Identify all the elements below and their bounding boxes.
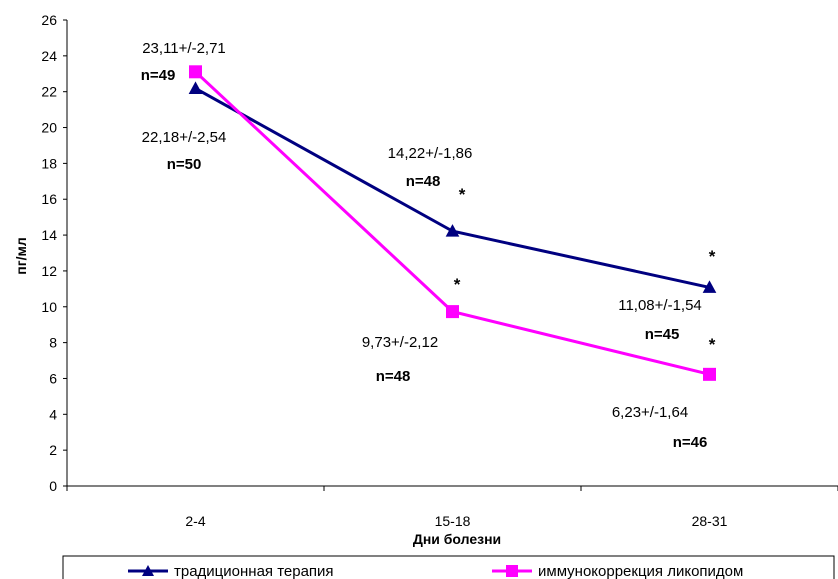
y-tick-label: 4 [49, 406, 57, 422]
y-tick-label: 18 [41, 155, 57, 171]
y-tick-label: 2 [49, 442, 57, 458]
data-label-value: 11,08+/-1,54 [618, 297, 702, 314]
data-point-square [189, 65, 202, 79]
legend-marker-square [506, 565, 518, 577]
data-label-value: 9,73+/-2,12 [362, 334, 438, 351]
axes [66, 20, 838, 487]
series-2 [189, 65, 716, 381]
y-tick-label: 8 [49, 335, 57, 351]
data-label-value: 23,11+/-2,71 [142, 40, 226, 57]
legend: традиционная терапия иммунокоррекция лико… [62, 555, 835, 579]
x-tick-label: 2-4 [185, 513, 205, 529]
y-tick-label: 24 [41, 48, 57, 64]
series-line [194, 70, 710, 376]
significance-marker: * [709, 247, 716, 266]
data-label-n: n=48 [376, 368, 411, 385]
y-tick-label: 16 [41, 191, 57, 207]
legend-label: иммунокоррекция ликопидом [538, 563, 743, 579]
significance-marker: * [459, 185, 466, 204]
data-point-square [446, 305, 459, 319]
x-axis-ticks: 2-4 15-18 28-31 [66, 486, 838, 529]
y-tick-label: 20 [41, 120, 57, 136]
series-1 [188, 81, 717, 293]
data-point-triangle [702, 280, 717, 293]
significance-marker: * [454, 275, 461, 294]
y-tick-label: 0 [49, 478, 57, 494]
x-axis-title: Дни болезни [413, 531, 501, 547]
legend-item-2: иммунокоррекция ликопидом [492, 563, 743, 579]
series-line [194, 87, 710, 289]
legend-item-1: традиционная терапия [128, 563, 334, 579]
data-point-square [703, 367, 716, 381]
data-label-n: n=49 [141, 67, 176, 84]
data-annotations: 22,18+/-2,54 n=50 14,22+/-1,86 n=48 * 11,08+/… [141, 40, 716, 451]
legend-marker-triangle [142, 565, 154, 576]
y-axis-title: пг/мл [13, 237, 29, 274]
data-label-value: 14,22+/-1,86 [388, 145, 473, 162]
data-label-n: n=45 [645, 326, 680, 343]
data-point-triangle [188, 81, 203, 94]
data-label-value: 22,18+/-2,54 [142, 129, 227, 146]
y-tick-label: 26 [41, 12, 57, 28]
y-tick-label: 10 [41, 299, 57, 315]
y-tick-label: 6 [49, 370, 57, 386]
data-label-n: n=48 [406, 173, 441, 190]
data-label-value: 6,23+/-1,64 [612, 404, 688, 421]
data-label-n: n=46 [673, 434, 708, 451]
x-tick-label: 28-31 [692, 513, 728, 529]
data-point-triangle [445, 224, 460, 237]
data-label-n: n=50 [167, 156, 202, 173]
series-lines [188, 65, 717, 381]
y-tick-label: 22 [41, 84, 57, 100]
legend-box [62, 555, 835, 579]
y-tick-label: 14 [41, 227, 57, 243]
y-tick-label: 12 [41, 263, 57, 279]
significance-marker: * [709, 335, 716, 354]
x-tick-label: 15-18 [435, 513, 471, 529]
legend-label: традиционная терапия [174, 563, 334, 579]
